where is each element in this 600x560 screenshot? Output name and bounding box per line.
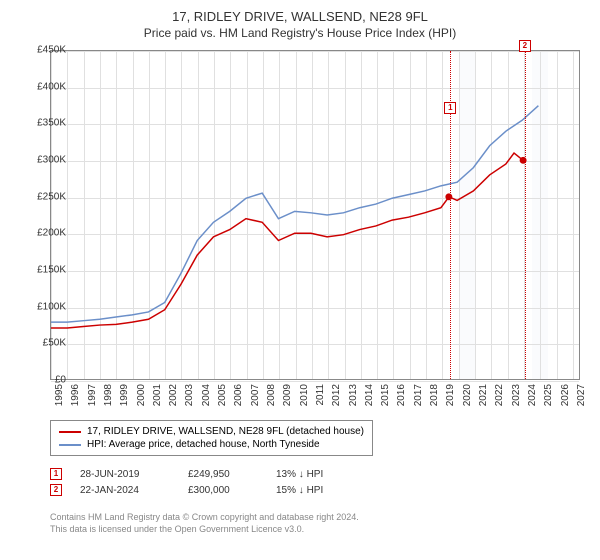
x-axis-label: 2012: [331, 384, 342, 406]
series-price_paid: [51, 153, 523, 328]
transaction-date: 28-JUN-2019: [80, 469, 170, 480]
legend-swatch: [59, 431, 81, 433]
legend-item: HPI: Average price, detached house, Nort…: [59, 438, 364, 451]
legend-swatch: [59, 444, 81, 446]
y-axis-label: £200K: [16, 228, 66, 239]
x-axis-label: 2002: [168, 384, 179, 406]
x-axis-label: 2008: [266, 384, 277, 406]
marker-label-box: 1: [444, 102, 456, 114]
x-axis-label: 2019: [445, 384, 456, 406]
x-axis-label: 2024: [527, 384, 538, 406]
x-axis-label: 2005: [217, 384, 228, 406]
marker-dotted-line: [525, 51, 526, 379]
series-hpi: [51, 106, 538, 322]
x-axis-label: 2003: [184, 384, 195, 406]
x-axis-label: 2001: [152, 384, 163, 406]
legend-item: 17, RIDLEY DRIVE, WALLSEND, NE28 9FL (de…: [59, 425, 364, 438]
x-axis-label: 2027: [576, 384, 587, 406]
x-axis-label: 2000: [136, 384, 147, 406]
x-axis-label: 2026: [560, 384, 571, 406]
chart-subtitle: Price paid vs. HM Land Registry's House …: [0, 26, 600, 46]
x-axis-label: 2018: [429, 384, 440, 406]
legend: 17, RIDLEY DRIVE, WALLSEND, NE28 9FL (de…: [50, 420, 373, 456]
x-axis-label: 2014: [364, 384, 375, 406]
y-axis-label: £150K: [16, 265, 66, 276]
x-axis-label: 2004: [201, 384, 212, 406]
y-axis-label: £350K: [16, 118, 66, 129]
transaction-row: 1 28-JUN-2019 £249,950 13% ↓ HPI: [50, 466, 366, 482]
footer-line1: Contains HM Land Registry data © Crown c…: [50, 512, 359, 524]
x-axis-label: 2009: [282, 384, 293, 406]
marker-dotted-line: [450, 51, 451, 379]
x-axis-label: 1997: [87, 384, 98, 406]
marker-label-box: 2: [519, 40, 531, 52]
chart-title: 17, RIDLEY DRIVE, WALLSEND, NE28 9FL: [0, 0, 600, 26]
gridline-horizontal: [51, 381, 579, 382]
transaction-marker: 2: [50, 484, 62, 496]
x-axis-label: 2020: [462, 384, 473, 406]
y-axis-label: £300K: [16, 155, 66, 166]
y-axis-label: £250K: [16, 191, 66, 202]
x-axis-label: 1998: [103, 384, 114, 406]
y-axis-label: £450K: [16, 45, 66, 56]
footer-attribution: Contains HM Land Registry data © Crown c…: [50, 512, 359, 535]
x-axis-label: 2025: [543, 384, 554, 406]
y-axis-label: £100K: [16, 301, 66, 312]
line-series-svg: [51, 51, 579, 379]
legend-label: 17, RIDLEY DRIVE, WALLSEND, NE28 9FL (de…: [87, 426, 364, 437]
x-axis-label: 2021: [478, 384, 489, 406]
transaction-pct: 13% ↓ HPI: [276, 469, 366, 480]
transaction-date: 22-JAN-2024: [80, 485, 170, 496]
x-axis-label: 1996: [70, 384, 81, 406]
x-axis-label: 2011: [315, 384, 326, 406]
x-axis-label: 1995: [54, 384, 65, 406]
x-axis-label: 2015: [380, 384, 391, 406]
x-axis-label: 2023: [511, 384, 522, 406]
x-axis-label: 2010: [299, 384, 310, 406]
x-axis-label: 2022: [494, 384, 505, 406]
x-axis-label: 2017: [413, 384, 424, 406]
chart-container: 17, RIDLEY DRIVE, WALLSEND, NE28 9FL Pri…: [0, 0, 600, 560]
transaction-pct: 15% ↓ HPI: [276, 485, 366, 496]
x-axis-label: 2007: [250, 384, 261, 406]
transaction-table: 1 28-JUN-2019 £249,950 13% ↓ HPI 2 22-JAN-202…: [50, 466, 366, 498]
x-axis-label: 1999: [119, 384, 130, 406]
plot-area: 12: [50, 50, 580, 380]
x-axis-label: 2006: [233, 384, 244, 406]
legend-label: HPI: Average price, detached house, Nort…: [87, 439, 320, 450]
y-axis-label: £400K: [16, 81, 66, 92]
transaction-marker: 1: [50, 468, 62, 480]
transaction-price: £300,000: [188, 485, 258, 496]
footer-line2: This data is licensed under the Open Gov…: [50, 524, 359, 536]
y-axis-label: £50K: [16, 338, 66, 349]
x-axis-label: 2013: [348, 384, 359, 406]
transaction-price: £249,950: [188, 469, 258, 480]
transaction-row: 2 22-JAN-2024 £300,000 15% ↓ HPI: [50, 482, 366, 498]
x-axis-label: 2016: [396, 384, 407, 406]
